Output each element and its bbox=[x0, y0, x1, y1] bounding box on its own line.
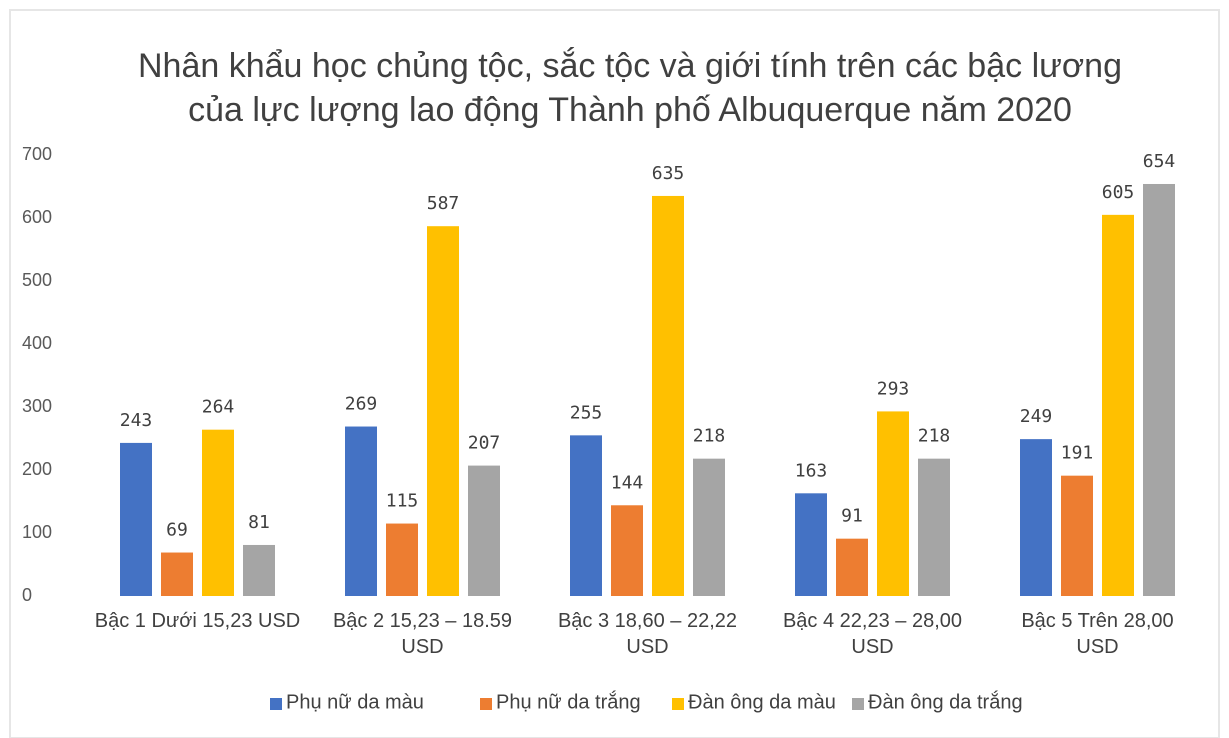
bar bbox=[795, 493, 827, 596]
bar bbox=[202, 429, 234, 596]
value-label: 249 bbox=[1020, 406, 1053, 427]
bar bbox=[161, 552, 193, 596]
bar bbox=[427, 226, 459, 596]
bar bbox=[1143, 183, 1175, 597]
value-label: 69 bbox=[166, 520, 188, 541]
bar bbox=[652, 195, 684, 596]
x-tick-label: Bậc 1 Dưới 15,23 USD bbox=[94, 610, 301, 632]
value-label: 635 bbox=[652, 163, 685, 184]
value-label: 218 bbox=[693, 426, 726, 447]
y-tick-label: 300 bbox=[22, 396, 52, 416]
x-tick-label: Bậc 2 15,23 – 18.59 USD bbox=[332, 610, 513, 658]
y-tick-label: 200 bbox=[22, 459, 52, 479]
chart-title: Nhân khẩu học chủng tộc, sắc tộc và giới… bbox=[137, 47, 1122, 129]
value-label: 605 bbox=[1102, 182, 1135, 203]
value-label: 144 bbox=[611, 472, 644, 493]
legend-swatch bbox=[852, 698, 864, 710]
bar bbox=[918, 458, 950, 596]
value-label: 163 bbox=[795, 460, 828, 481]
y-tick-label: 0 bbox=[22, 585, 32, 605]
bar bbox=[836, 538, 868, 596]
frame-border bbox=[9, 9, 1220, 738]
bar bbox=[693, 458, 725, 596]
x-tick-label: Bậc 4 22,23 – 28,00 USD bbox=[782, 610, 963, 658]
x-tick-label: Bậc 3 18,60 – 22,22 USD bbox=[557, 610, 738, 658]
legend-swatch bbox=[480, 698, 492, 710]
value-label: 293 bbox=[877, 378, 910, 399]
x-tick-label: Bậc 5 Trên 28,00 USD bbox=[1021, 610, 1174, 658]
value-label: 191 bbox=[1061, 443, 1094, 464]
bar bbox=[611, 505, 643, 596]
legend-label: Đàn ông da trắng bbox=[868, 690, 1023, 713]
legend-label: Phụ nữ da màu bbox=[286, 691, 424, 713]
bar bbox=[570, 435, 602, 596]
bar bbox=[120, 442, 152, 596]
bar bbox=[386, 523, 418, 596]
y-tick-label: 700 bbox=[22, 144, 52, 164]
value-label: 269 bbox=[345, 394, 378, 415]
bar bbox=[1061, 475, 1093, 596]
bar bbox=[1020, 439, 1052, 596]
value-label: 81 bbox=[248, 512, 270, 533]
value-label: 255 bbox=[570, 402, 603, 423]
bar bbox=[468, 465, 500, 596]
legend-label: Đàn ông da màu bbox=[688, 691, 836, 713]
y-tick-label: 400 bbox=[22, 333, 52, 353]
value-label: 264 bbox=[202, 397, 235, 418]
legend-swatch bbox=[672, 698, 684, 710]
value-label: 654 bbox=[1143, 151, 1176, 172]
bar bbox=[345, 426, 377, 596]
value-label: 91 bbox=[841, 506, 863, 527]
y-tick-label: 100 bbox=[22, 522, 52, 542]
legend-swatch bbox=[270, 698, 282, 710]
value-label: 218 bbox=[918, 426, 951, 447]
bar bbox=[877, 411, 909, 596]
legend-label: Phụ nữ da trắng bbox=[496, 690, 641, 713]
value-label: 207 bbox=[468, 433, 501, 454]
value-label: 115 bbox=[386, 491, 419, 512]
value-label: 587 bbox=[427, 193, 460, 214]
y-tick-label: 600 bbox=[22, 207, 52, 227]
y-tick-label: 500 bbox=[22, 270, 52, 290]
bar bbox=[1102, 214, 1134, 596]
bar bbox=[243, 544, 275, 596]
value-label: 243 bbox=[120, 410, 153, 431]
